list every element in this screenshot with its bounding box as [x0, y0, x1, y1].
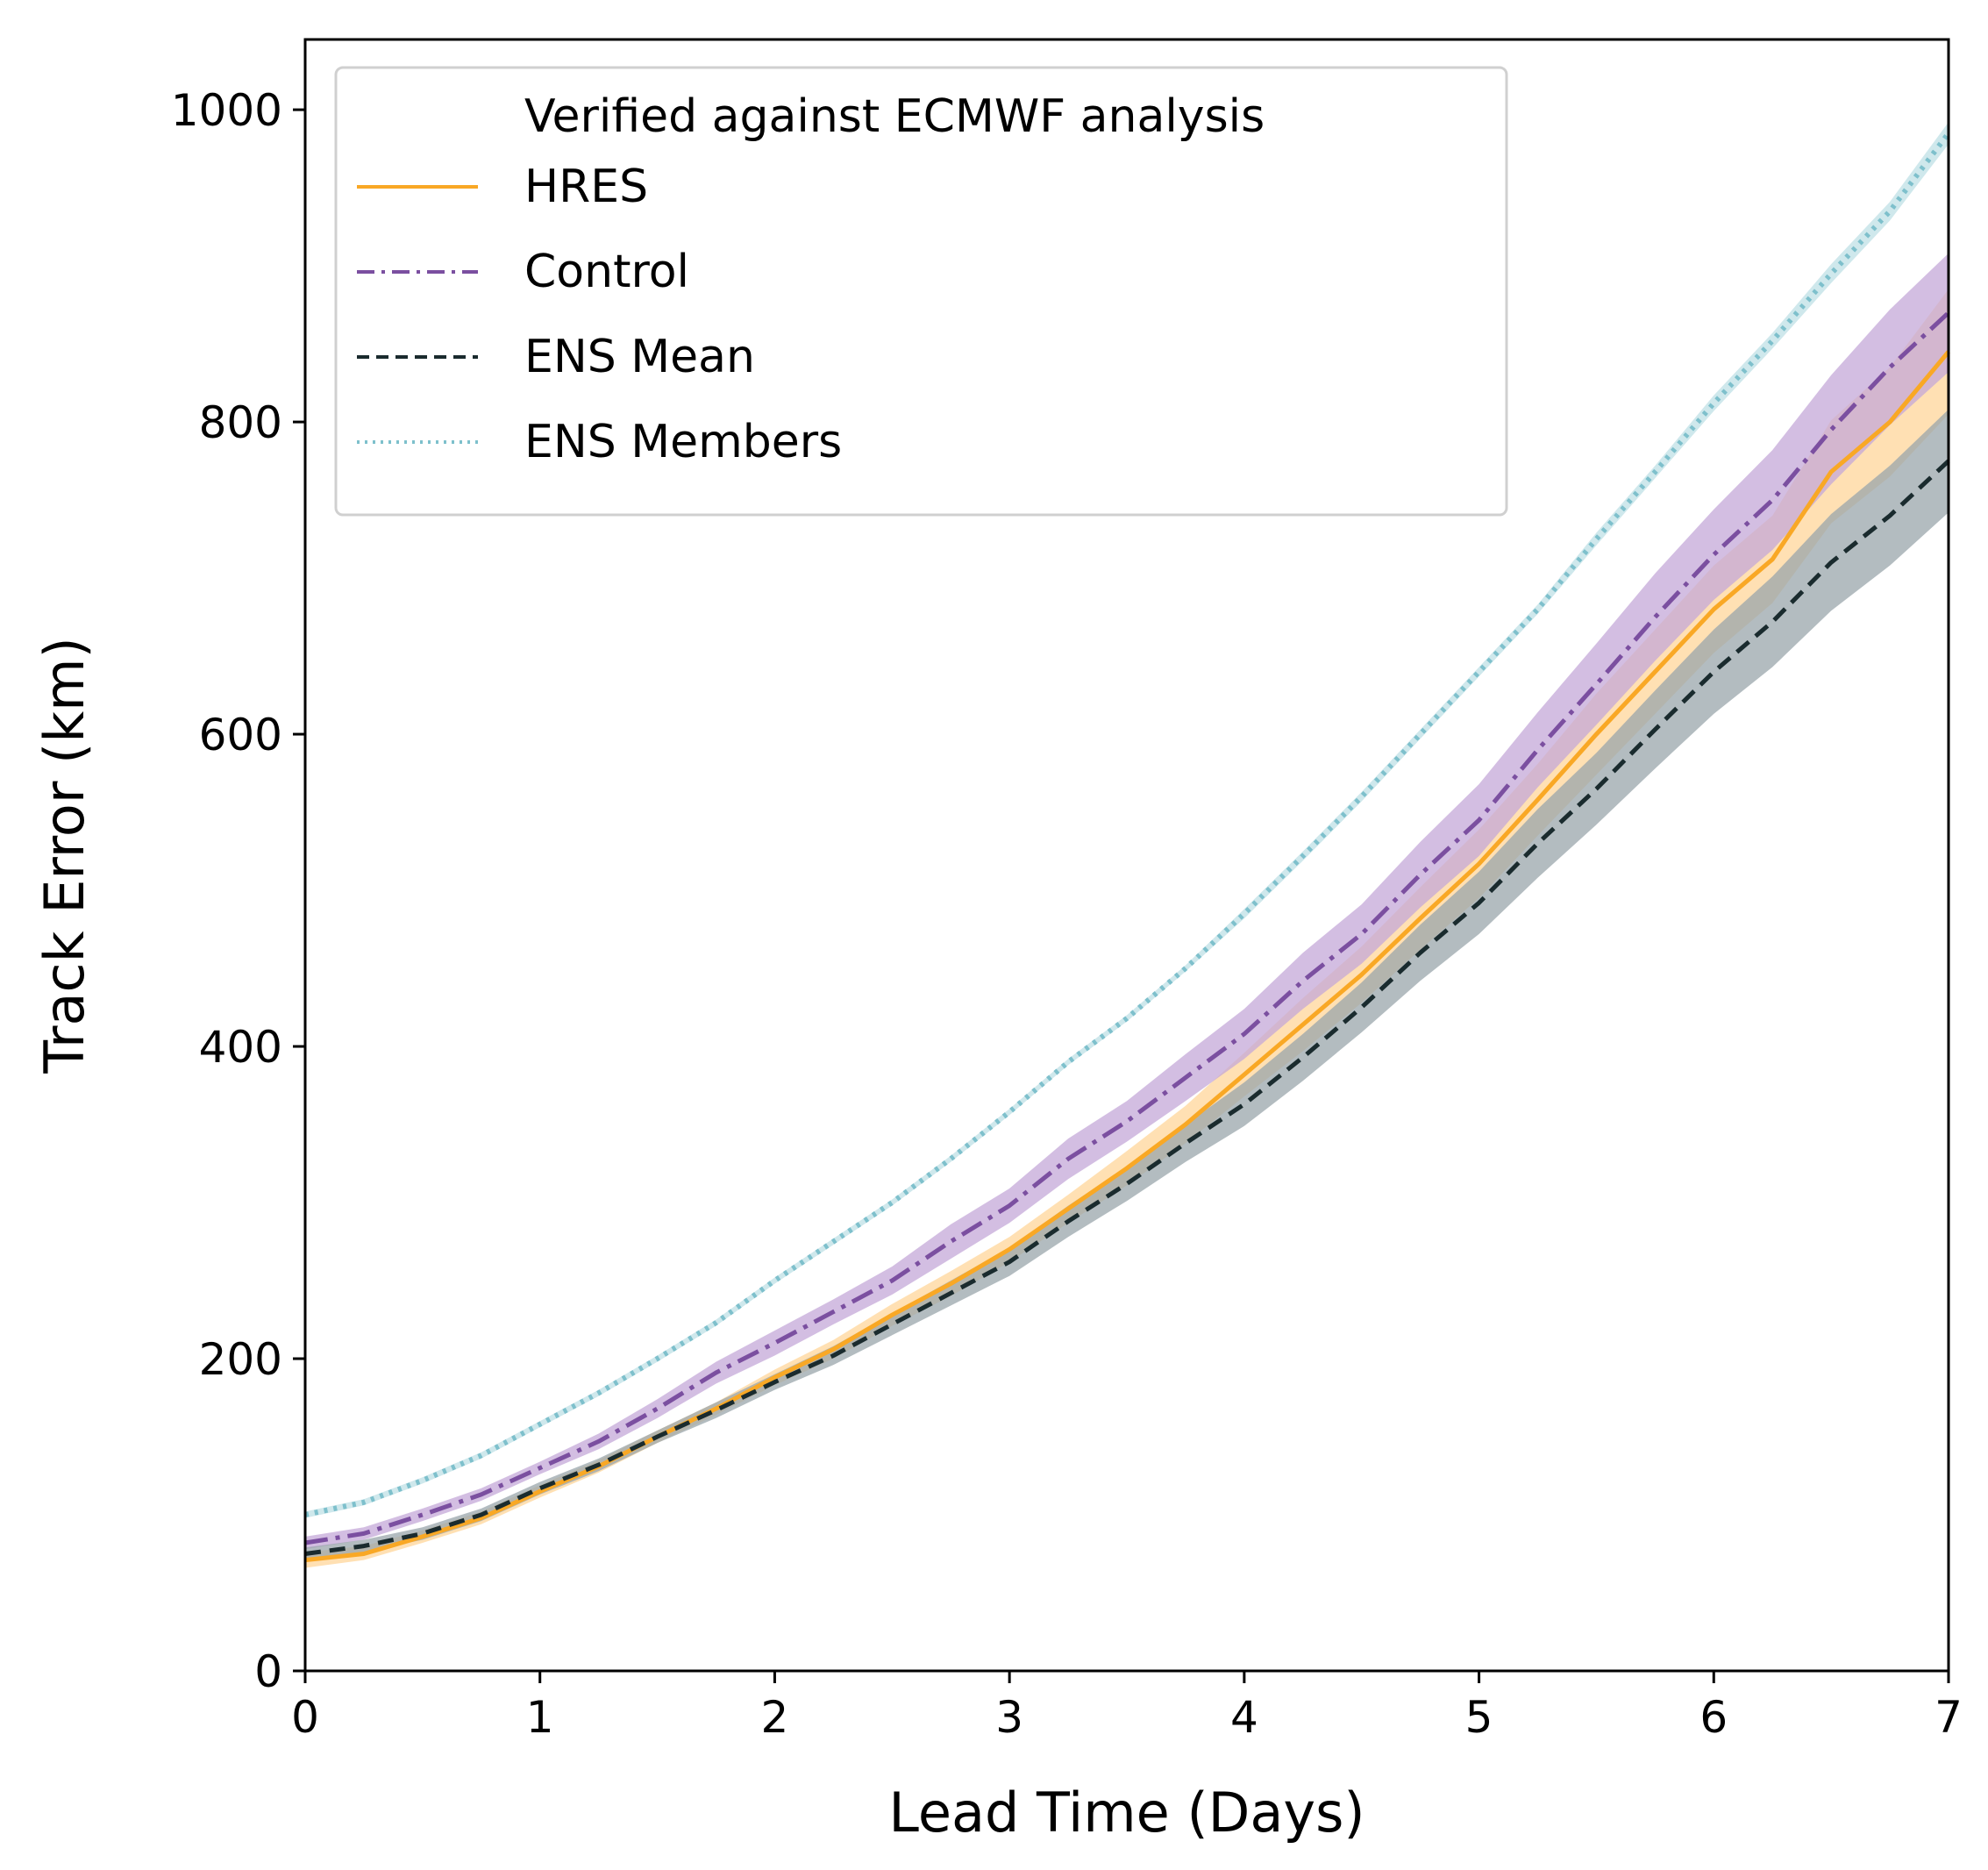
x-tick-label: 2 [761, 1692, 789, 1743]
legend: Verified against ECMWF analysis HRES Cont… [334, 66, 1508, 517]
x-tick-label: 0 [291, 1692, 319, 1743]
line-ens-mean [304, 459, 1950, 1556]
x-tick-label: 1 [526, 1692, 554, 1743]
line-control [304, 310, 1950, 1545]
legend-items: HRES Control ENS Mean ENS Members [357, 161, 842, 468]
y-tick-label: 600 [199, 710, 282, 760]
legend-box [334, 66, 1508, 517]
legend-label-ens-mean: ENS Mean [524, 331, 755, 383]
y-tick-label: 200 [199, 1334, 282, 1385]
x-tick-label: 3 [995, 1692, 1023, 1743]
line-ens-members [304, 131, 1951, 1517]
y-tick-label: 0 [254, 1646, 282, 1697]
x-tick-label: 5 [1465, 1692, 1493, 1743]
legend-label-ens-members: ENS Members [524, 416, 842, 468]
legend-label-hres: HRES [524, 161, 648, 213]
line-hres [304, 350, 1950, 1563]
y-tick-label: 400 [199, 1022, 282, 1073]
y-tick-label: 800 [199, 397, 282, 448]
x-tick-label: 4 [1230, 1692, 1258, 1743]
legend-label-control: Control [524, 246, 689, 298]
x-axis-label: Lead Time (Days) [888, 1781, 1365, 1845]
x-tick-label: 7 [1935, 1692, 1963, 1743]
y-axis-label: Track Error (km) [32, 637, 96, 1074]
y-tick-label: 1000 [171, 85, 282, 136]
legend-title: Verified against ECMWF analysis [524, 90, 1265, 143]
y-axis-ticks: 0 200 400 600 800 1000 [171, 85, 305, 1697]
x-tick-label: 6 [1699, 1692, 1728, 1743]
x-axis-ticks: 0 1 2 3 4 5 6 7 [291, 1671, 1963, 1743]
plot-frame [303, 38, 1950, 1673]
series-lines [304, 131, 1951, 1563]
